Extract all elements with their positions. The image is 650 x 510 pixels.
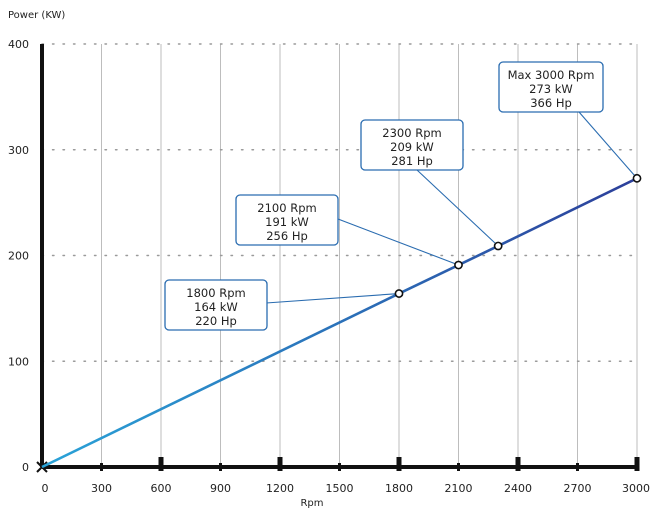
x-tick-label: 2400 [504, 482, 532, 495]
callout-box [164, 279, 268, 331]
x-tick-mark [515, 457, 521, 471]
callout-label: 164 kW [194, 300, 238, 314]
callout-label: 2100 Rpm [257, 201, 316, 215]
callout-label: 209 kW [390, 140, 434, 154]
callout-label: 256 Hp [266, 229, 308, 243]
data-point [454, 260, 463, 270]
callout-label: 281 Hp [391, 154, 433, 168]
data-point [493, 241, 503, 251]
callout-leader [265, 293, 400, 304]
x-tick-label: 3000 [622, 482, 650, 495]
x-tick-label: 1500 [326, 482, 354, 495]
labels: 0 300 600 900 1200 1500 1800 2100 2400 2700 3000 0 1… [8, 10, 650, 509]
x-tick-mark [576, 463, 579, 471]
y-tick-label: 400 [8, 38, 29, 51]
callout-leader [578, 111, 638, 179]
x-axis-title: Rpm [300, 498, 323, 509]
callout-label: 2300 Rpm [382, 126, 441, 140]
callout-leader [416, 169, 499, 247]
x-tick-mark [100, 463, 103, 471]
y-tick-label: 300 [8, 144, 29, 157]
callout-label: Max 3000 Rpm [508, 68, 595, 82]
x-tick-mark [634, 457, 640, 471]
callout-label: 366 Hp [530, 96, 572, 110]
y-tick-label: 0 [22, 461, 29, 474]
x-tick-label: 1800 [385, 482, 413, 495]
callout-label: 220 Hp [195, 314, 237, 328]
data-point [632, 173, 642, 183]
callout-label: 1800 Rpm [186, 286, 245, 300]
x-tick-mark [158, 457, 164, 471]
x-tick-label: 600 [151, 482, 172, 495]
x-tick-label: 300 [91, 482, 112, 495]
callout-leader [337, 218, 459, 266]
x-tick-label: 1200 [266, 482, 294, 495]
y-tick-label: 200 [8, 250, 29, 263]
x-tick-mark [219, 463, 222, 471]
x-tick-mark [396, 457, 402, 471]
callout-label: 191 kW [265, 215, 309, 229]
callout-box [235, 194, 339, 246]
x-tick-label: 2700 [564, 482, 592, 495]
callout-box [360, 119, 464, 171]
grid [41, 43, 638, 467]
data-point [394, 289, 404, 298]
x-tick-mark [277, 457, 283, 471]
callout-box [498, 61, 604, 113]
callout-label: 273 kW [529, 82, 573, 96]
y-axis-title: Power (KW) [8, 10, 65, 21]
x-tick-label: 0 [42, 482, 49, 495]
x-tick-label: 900 [210, 482, 231, 495]
x-tick-label: 2100 [445, 482, 473, 495]
y-tick-label: 100 [8, 355, 29, 368]
x-tick-mark [338, 463, 341, 471]
x-tick-mark [457, 463, 460, 471]
